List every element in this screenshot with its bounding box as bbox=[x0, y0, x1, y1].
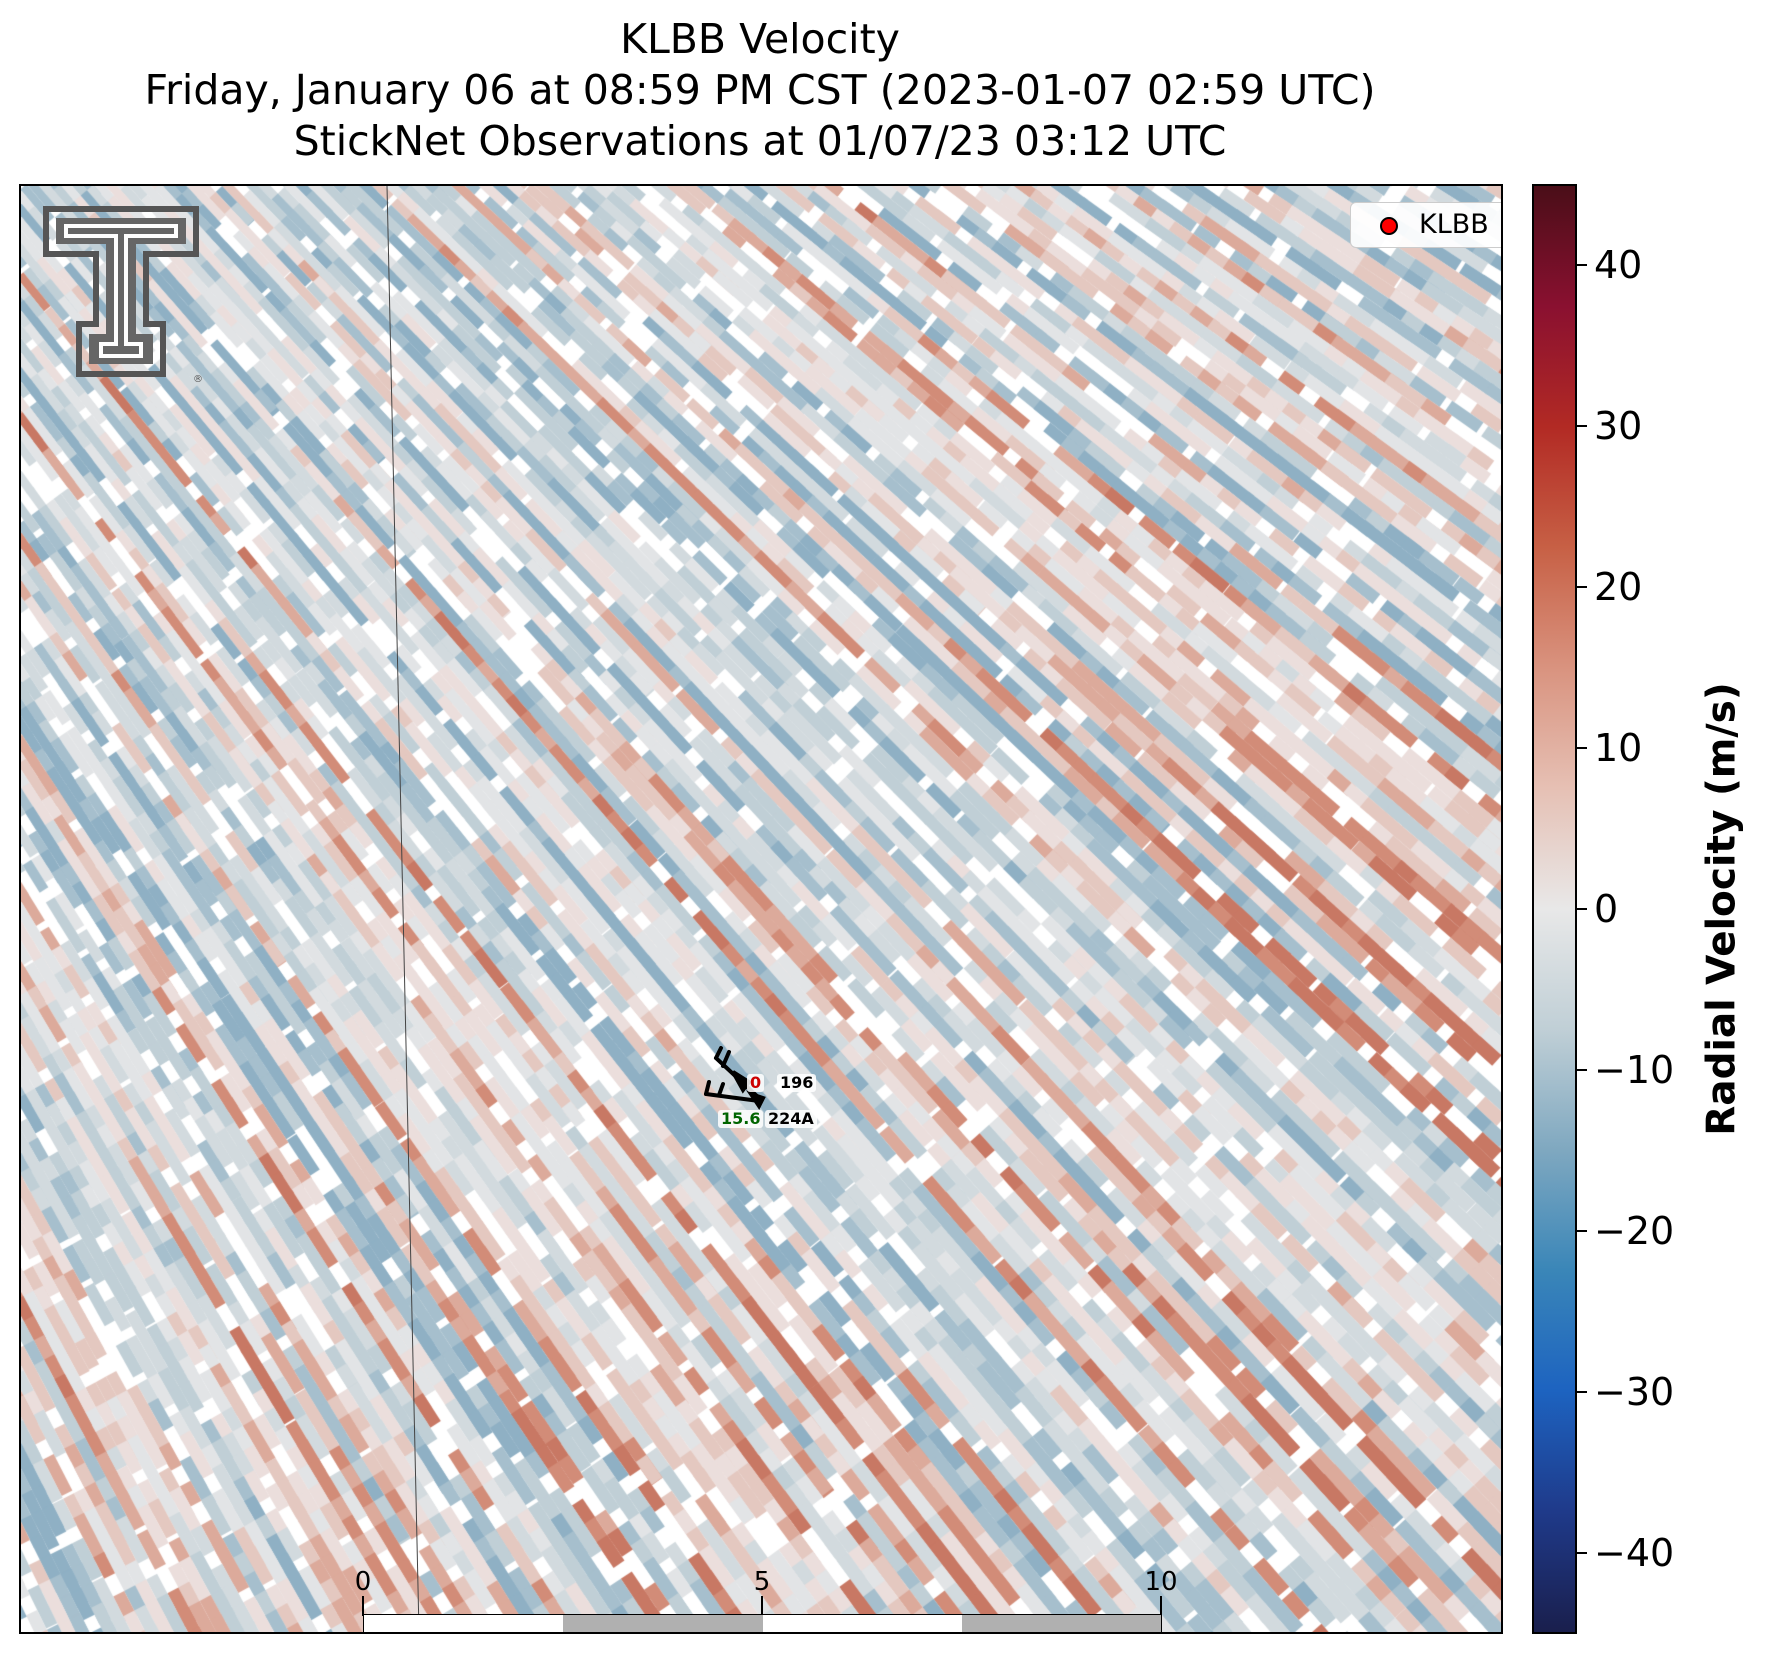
scalebar-segment bbox=[961, 1615, 1161, 1632]
title-line-2: Friday, January 06 at 08:59 PM CST (2023… bbox=[144, 66, 1376, 114]
station-224a-id: 224A bbox=[765, 1110, 817, 1128]
colorbar-tick-mark bbox=[1577, 585, 1587, 588]
colorbar-tick-mark bbox=[1577, 908, 1587, 910]
colorbar-tick-mark bbox=[1577, 1230, 1587, 1233]
scalebar-tickmark-5 bbox=[761, 1596, 763, 1616]
scalebar-tick-5: 5 bbox=[753, 1567, 771, 1597]
colorbar-tick-mark bbox=[1577, 1069, 1587, 1072]
colorbar-tick-mark bbox=[1577, 424, 1587, 427]
scalebar-tick-0: 0 bbox=[354, 1567, 372, 1597]
colorbar-tick-mark bbox=[1577, 746, 1587, 749]
station-224a-value: 15.6 bbox=[718, 1110, 764, 1128]
station-196-value: 0 bbox=[747, 1074, 765, 1092]
colorbar-tick-label: 40 bbox=[1594, 242, 1643, 287]
title-line-1: KLBB Velocity bbox=[620, 15, 900, 63]
scalebar-segment bbox=[563, 1615, 763, 1632]
figure-title: KLBB Velocity Friday, January 06 at 08:5… bbox=[0, 14, 1520, 167]
scalebar-tick-10: 10 bbox=[1144, 1567, 1178, 1597]
station-196-id: 196 bbox=[777, 1074, 817, 1092]
klbb-marker-icon bbox=[1380, 217, 1398, 235]
colorbar-tick-label: −30 bbox=[1594, 1370, 1675, 1415]
title-line-3: StickNet Observations at 01/07/23 03:12 … bbox=[293, 117, 1227, 165]
radar-map[interactable]: ® KLBB 0 196 15.6 224A 0 5 10 km bbox=[19, 184, 1503, 1634]
map-legend: KLBB bbox=[1350, 202, 1501, 248]
scalebar bbox=[363, 1614, 1162, 1632]
radar-velocity-field bbox=[21, 186, 1501, 1632]
colorbar-tick-mark bbox=[1577, 263, 1587, 266]
colorbar-tick-label: 10 bbox=[1594, 725, 1643, 770]
colorbar-tick-label: 20 bbox=[1594, 564, 1643, 609]
texas-tech-double-t-logo: ® bbox=[43, 206, 203, 385]
colorbar-label: Radial Velocity (m/s) bbox=[1699, 682, 1745, 1136]
svg-text:®: ® bbox=[193, 374, 203, 385]
legend-label: KLBB bbox=[1419, 209, 1489, 240]
velocity-colorbar bbox=[1532, 184, 1577, 1634]
colorbar-tick-mark bbox=[1577, 1391, 1587, 1394]
county-boundary-line bbox=[386, 186, 420, 1632]
colorbar-tick-label: 0 bbox=[1594, 887, 1619, 931]
colorbar-tick-label: −20 bbox=[1594, 1209, 1675, 1254]
colorbar-tick-label: 30 bbox=[1594, 403, 1643, 448]
scalebar-segment bbox=[762, 1615, 962, 1632]
colorbar-tick-mark bbox=[1577, 1552, 1587, 1555]
colorbar-tick-label: −40 bbox=[1594, 1531, 1675, 1576]
scalebar-tickmark-0 bbox=[362, 1596, 364, 1616]
colorbar-tick-label: −10 bbox=[1594, 1048, 1675, 1093]
scalebar-tickmark-10 bbox=[1160, 1596, 1162, 1616]
scalebar-segment bbox=[364, 1615, 564, 1632]
